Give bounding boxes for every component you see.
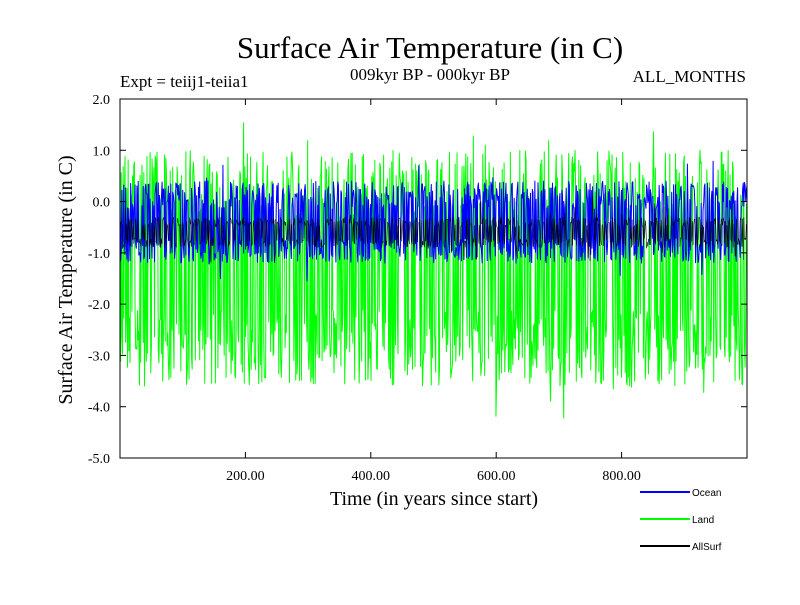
y-axis-label: Surface Air Temperature (in C) (55, 155, 77, 404)
x-axis-label: Time (in years since start) (330, 488, 538, 510)
plot-area (119, 122, 748, 419)
x-axis: 200.00 400.00 600.00 800.00 (226, 99, 641, 484)
experiment-label: Expt = teiij1-teiia1 (120, 72, 249, 91)
y-tick-label: -2.0 (88, 298, 110, 313)
plot-frame (119, 98, 748, 459)
series-land (119, 122, 748, 419)
legend: Ocean Land AllSurf (640, 488, 722, 553)
y-tick-label: -5.0 (88, 452, 110, 467)
x-tick-label: 200.00 (226, 469, 265, 484)
y-tick-label: 2.0 (93, 93, 111, 108)
y-tick-label: -4.0 (88, 401, 110, 416)
series-ocean (119, 160, 748, 282)
chart-subtitle: 009kyr BP - 000kyr BP (350, 65, 510, 84)
series-line-ocean (119, 160, 748, 282)
legend-label-ocean: Ocean (692, 488, 721, 499)
legend-label-allsurf: AllSurf (692, 542, 722, 553)
legend-label-land: Land (692, 515, 714, 526)
chart-title: Surface Air Temperature (in C) (237, 30, 623, 65)
x-tick-label: 600.00 (477, 469, 516, 484)
x-tick-label: 800.00 (602, 469, 641, 484)
months-label: ALL_MONTHS (633, 67, 746, 86)
x-tick-label: 400.00 (352, 469, 391, 484)
series-allsurf (119, 196, 747, 263)
series-line-land (119, 122, 748, 419)
y-axis: -5.0 -4.0 -3.0 -2.0 -1.0 0.0 1.0 2.0 (88, 93, 747, 467)
y-tick-label: 0.0 (93, 196, 111, 211)
y-tick-label: -3.0 (88, 349, 110, 364)
y-tick-label: 1.0 (93, 144, 111, 159)
y-tick-label: -1.0 (88, 247, 110, 262)
series-line-allsurf (119, 196, 747, 263)
